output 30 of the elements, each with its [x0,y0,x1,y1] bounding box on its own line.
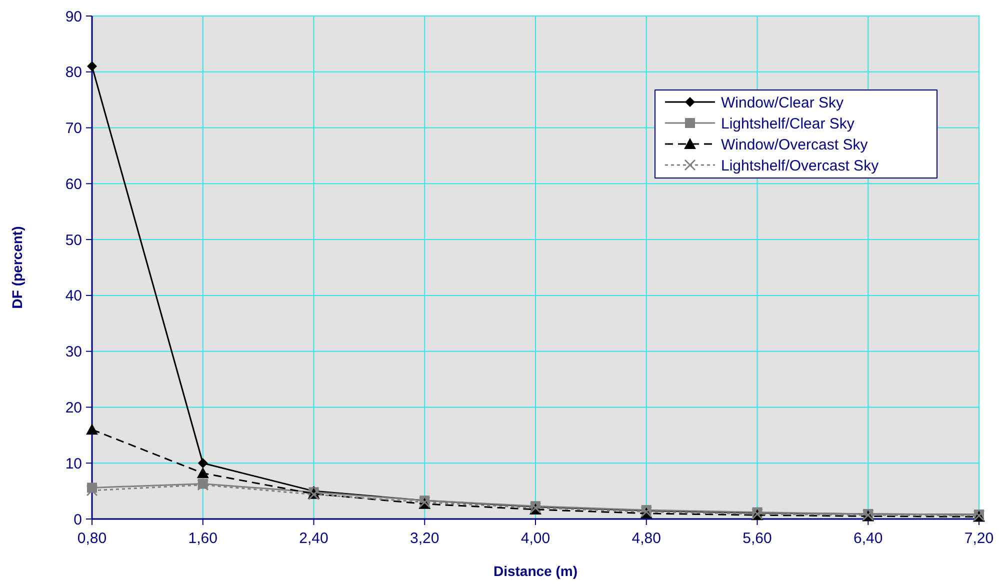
point [196,467,209,478]
y-tick-label: 80 [65,64,82,82]
y-tick-label: 20 [65,399,82,416]
legend-label: Lightshelf/Clear Sky [721,115,855,132]
y-tick-label: 30 [65,344,82,361]
legend-label: Window/Clear Sky [721,94,844,112]
y-tick-label: 10 [65,455,82,472]
y-tick-label: 90 [65,8,82,26]
y-tick-label: 0 [74,511,82,528]
point [86,484,98,496]
x-axis-title: Distance (m) [493,563,578,579]
y-axis-title: DF (percent) [9,226,25,309]
y-tick-label: 60 [65,176,82,193]
x-tick-label: 2,40 [299,530,328,547]
x-tick-label: 4,80 [632,530,661,547]
point [198,458,208,468]
legend-label: Lightshelf/Overcast Sky [721,157,880,174]
point [86,424,98,435]
x-tick-label: 5,60 [742,530,772,547]
x-tick-label: 3,20 [410,530,440,547]
point [87,61,97,72]
x-tick-label: 1,60 [188,530,218,547]
y-tick-label: 70 [65,120,82,138]
x-tick-label: 4,00 [520,530,550,547]
y-tick-label: 40 [65,288,82,305]
x-tick-label: 0,80 [77,530,107,547]
legend-label: Window/Overcast Sky [721,136,868,154]
x-tick-label: 7,20 [964,530,994,547]
y-tick-label: 50 [65,232,82,249]
x-tick-label: 6,40 [854,530,883,547]
